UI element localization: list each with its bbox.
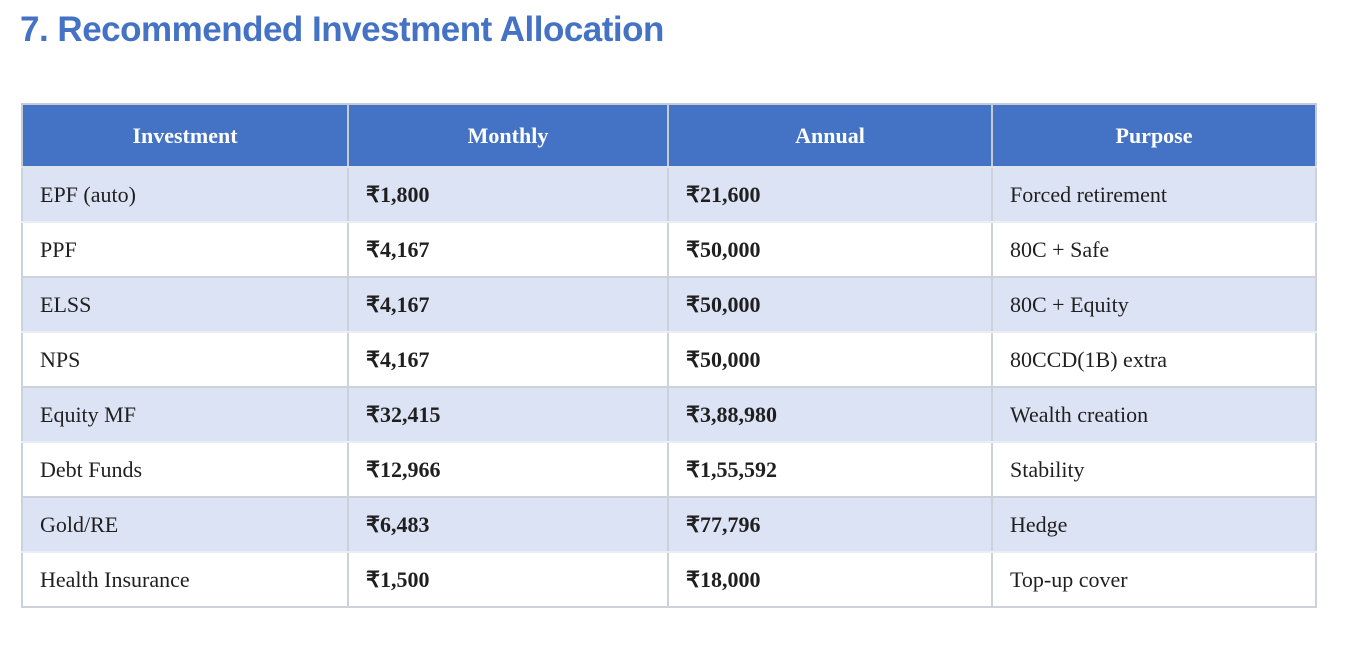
cell-investment: EPF (auto) [21, 166, 349, 223]
cell-purpose: 80C + Equity [991, 276, 1317, 333]
cell-purpose: 80C + Safe [991, 221, 1317, 278]
cell-monthly: ₹4,167 [347, 331, 669, 388]
cell-monthly: ₹32,415 [347, 386, 669, 443]
cell-annual: ₹77,796 [667, 496, 993, 553]
table-row: ELSS ₹4,167 ₹50,000 80C + Equity [21, 276, 1317, 333]
table-row: NPS ₹4,167 ₹50,000 80CCD(1B) extra [21, 331, 1317, 388]
investment-allocation-table: Investment Monthly Annual Purpose EPF (a… [21, 103, 1317, 608]
column-header-investment: Investment [21, 103, 349, 168]
cell-monthly: ₹1,500 [347, 551, 669, 608]
cell-investment: Equity MF [21, 386, 349, 443]
table-row: Health Insurance ₹1,500 ₹18,000 Top-up cove… [21, 551, 1317, 608]
cell-purpose: Forced retirement [991, 166, 1317, 223]
cell-investment: PPF [21, 221, 349, 278]
cell-purpose: Wealth creation [991, 386, 1317, 443]
cell-investment: NPS [21, 331, 349, 388]
table-row: Equity MF ₹32,415 ₹3,88,980 Wealth creation [21, 386, 1317, 443]
cell-annual: ₹18,000 [667, 551, 993, 608]
cell-investment: ELSS [21, 276, 349, 333]
cell-annual: ₹3,88,980 [667, 386, 993, 443]
cell-monthly: ₹6,483 [347, 496, 669, 553]
cell-annual: ₹21,600 [667, 166, 993, 223]
column-header-annual: Annual [667, 103, 993, 168]
cell-monthly: ₹4,167 [347, 276, 669, 333]
cell-monthly: ₹1,800 [347, 166, 669, 223]
cell-purpose: Hedge [991, 496, 1317, 553]
table-row: Debt Funds ₹12,966 ₹1,55,592 Stability [21, 441, 1317, 498]
cell-annual: ₹1,55,592 [667, 441, 993, 498]
cell-monthly: ₹4,167 [347, 221, 669, 278]
cell-purpose: Top-up cover [991, 551, 1317, 608]
cell-investment: Debt Funds [21, 441, 349, 498]
table-row: Gold/RE ₹6,483 ₹77,796 Hedge [21, 496, 1317, 553]
page-title: 7. Recommended Investment Allocation [20, 10, 664, 49]
cell-annual: ₹50,000 [667, 331, 993, 388]
cell-investment: Gold/RE [21, 496, 349, 553]
cell-annual: ₹50,000 [667, 276, 993, 333]
cell-monthly: ₹12,966 [347, 441, 669, 498]
column-header-purpose: Purpose [991, 103, 1317, 168]
table-row: PPF ₹4,167 ₹50,000 80C + Safe [21, 221, 1317, 278]
cell-investment: Health Insurance [21, 551, 349, 608]
cell-annual: ₹50,000 [667, 221, 993, 278]
cell-purpose: 80CCD(1B) extra [991, 331, 1317, 388]
table-body: EPF (auto) ₹1,800 ₹21,600 Forced retirement… [21, 166, 1317, 608]
cell-purpose: Stability [991, 441, 1317, 498]
table-header-row: Investment Monthly Annual Purpose [21, 103, 1317, 168]
table-row: EPF (auto) ₹1,800 ₹21,600 Forced retirement [21, 166, 1317, 223]
column-header-monthly: Monthly [347, 103, 669, 168]
